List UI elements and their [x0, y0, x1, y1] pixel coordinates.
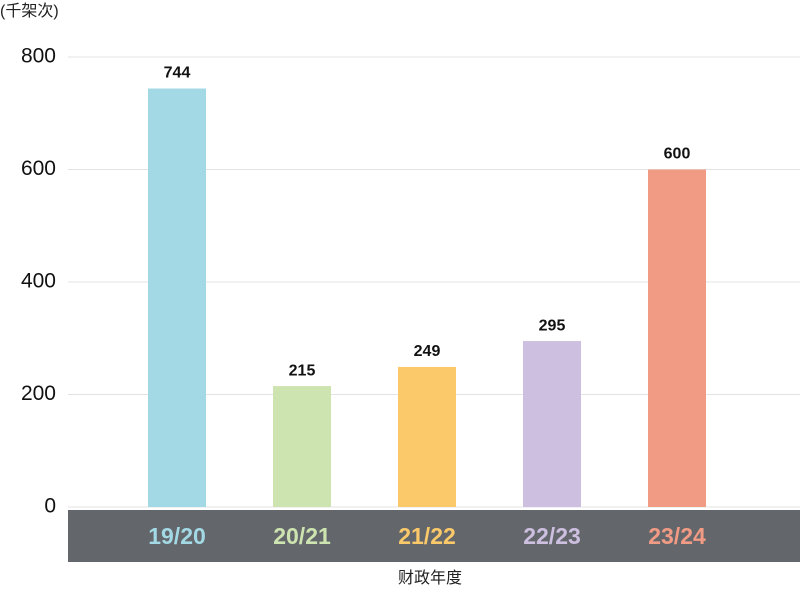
y-tick-label: 200 — [21, 382, 56, 405]
bar — [523, 341, 581, 507]
x-tick-label: 21/22 — [398, 523, 456, 549]
y-tick-label: 800 — [21, 45, 56, 68]
bar — [273, 386, 331, 507]
y-tick-label: 400 — [21, 270, 56, 293]
value-label: 600 — [664, 146, 691, 163]
y-tick-label: 600 — [21, 157, 56, 180]
bar — [398, 366, 456, 507]
x-tick-label: 22/23 — [523, 523, 581, 549]
bar — [648, 169, 706, 507]
x-tick-label: 19/20 — [148, 523, 206, 549]
value-label: 249 — [414, 343, 441, 360]
y-tick-label: 0 — [44, 495, 56, 518]
category-band — [68, 510, 800, 562]
x-axis-title: 财政年度 — [398, 569, 462, 587]
value-label: 744 — [164, 65, 191, 82]
x-tick-label: 20/21 — [273, 523, 331, 549]
value-label: 215 — [289, 362, 316, 379]
x-tick-label: 23/24 — [648, 523, 706, 549]
bar — [148, 88, 206, 507]
value-label: 295 — [539, 317, 566, 334]
y-unit: (千架次) — [0, 2, 59, 20]
